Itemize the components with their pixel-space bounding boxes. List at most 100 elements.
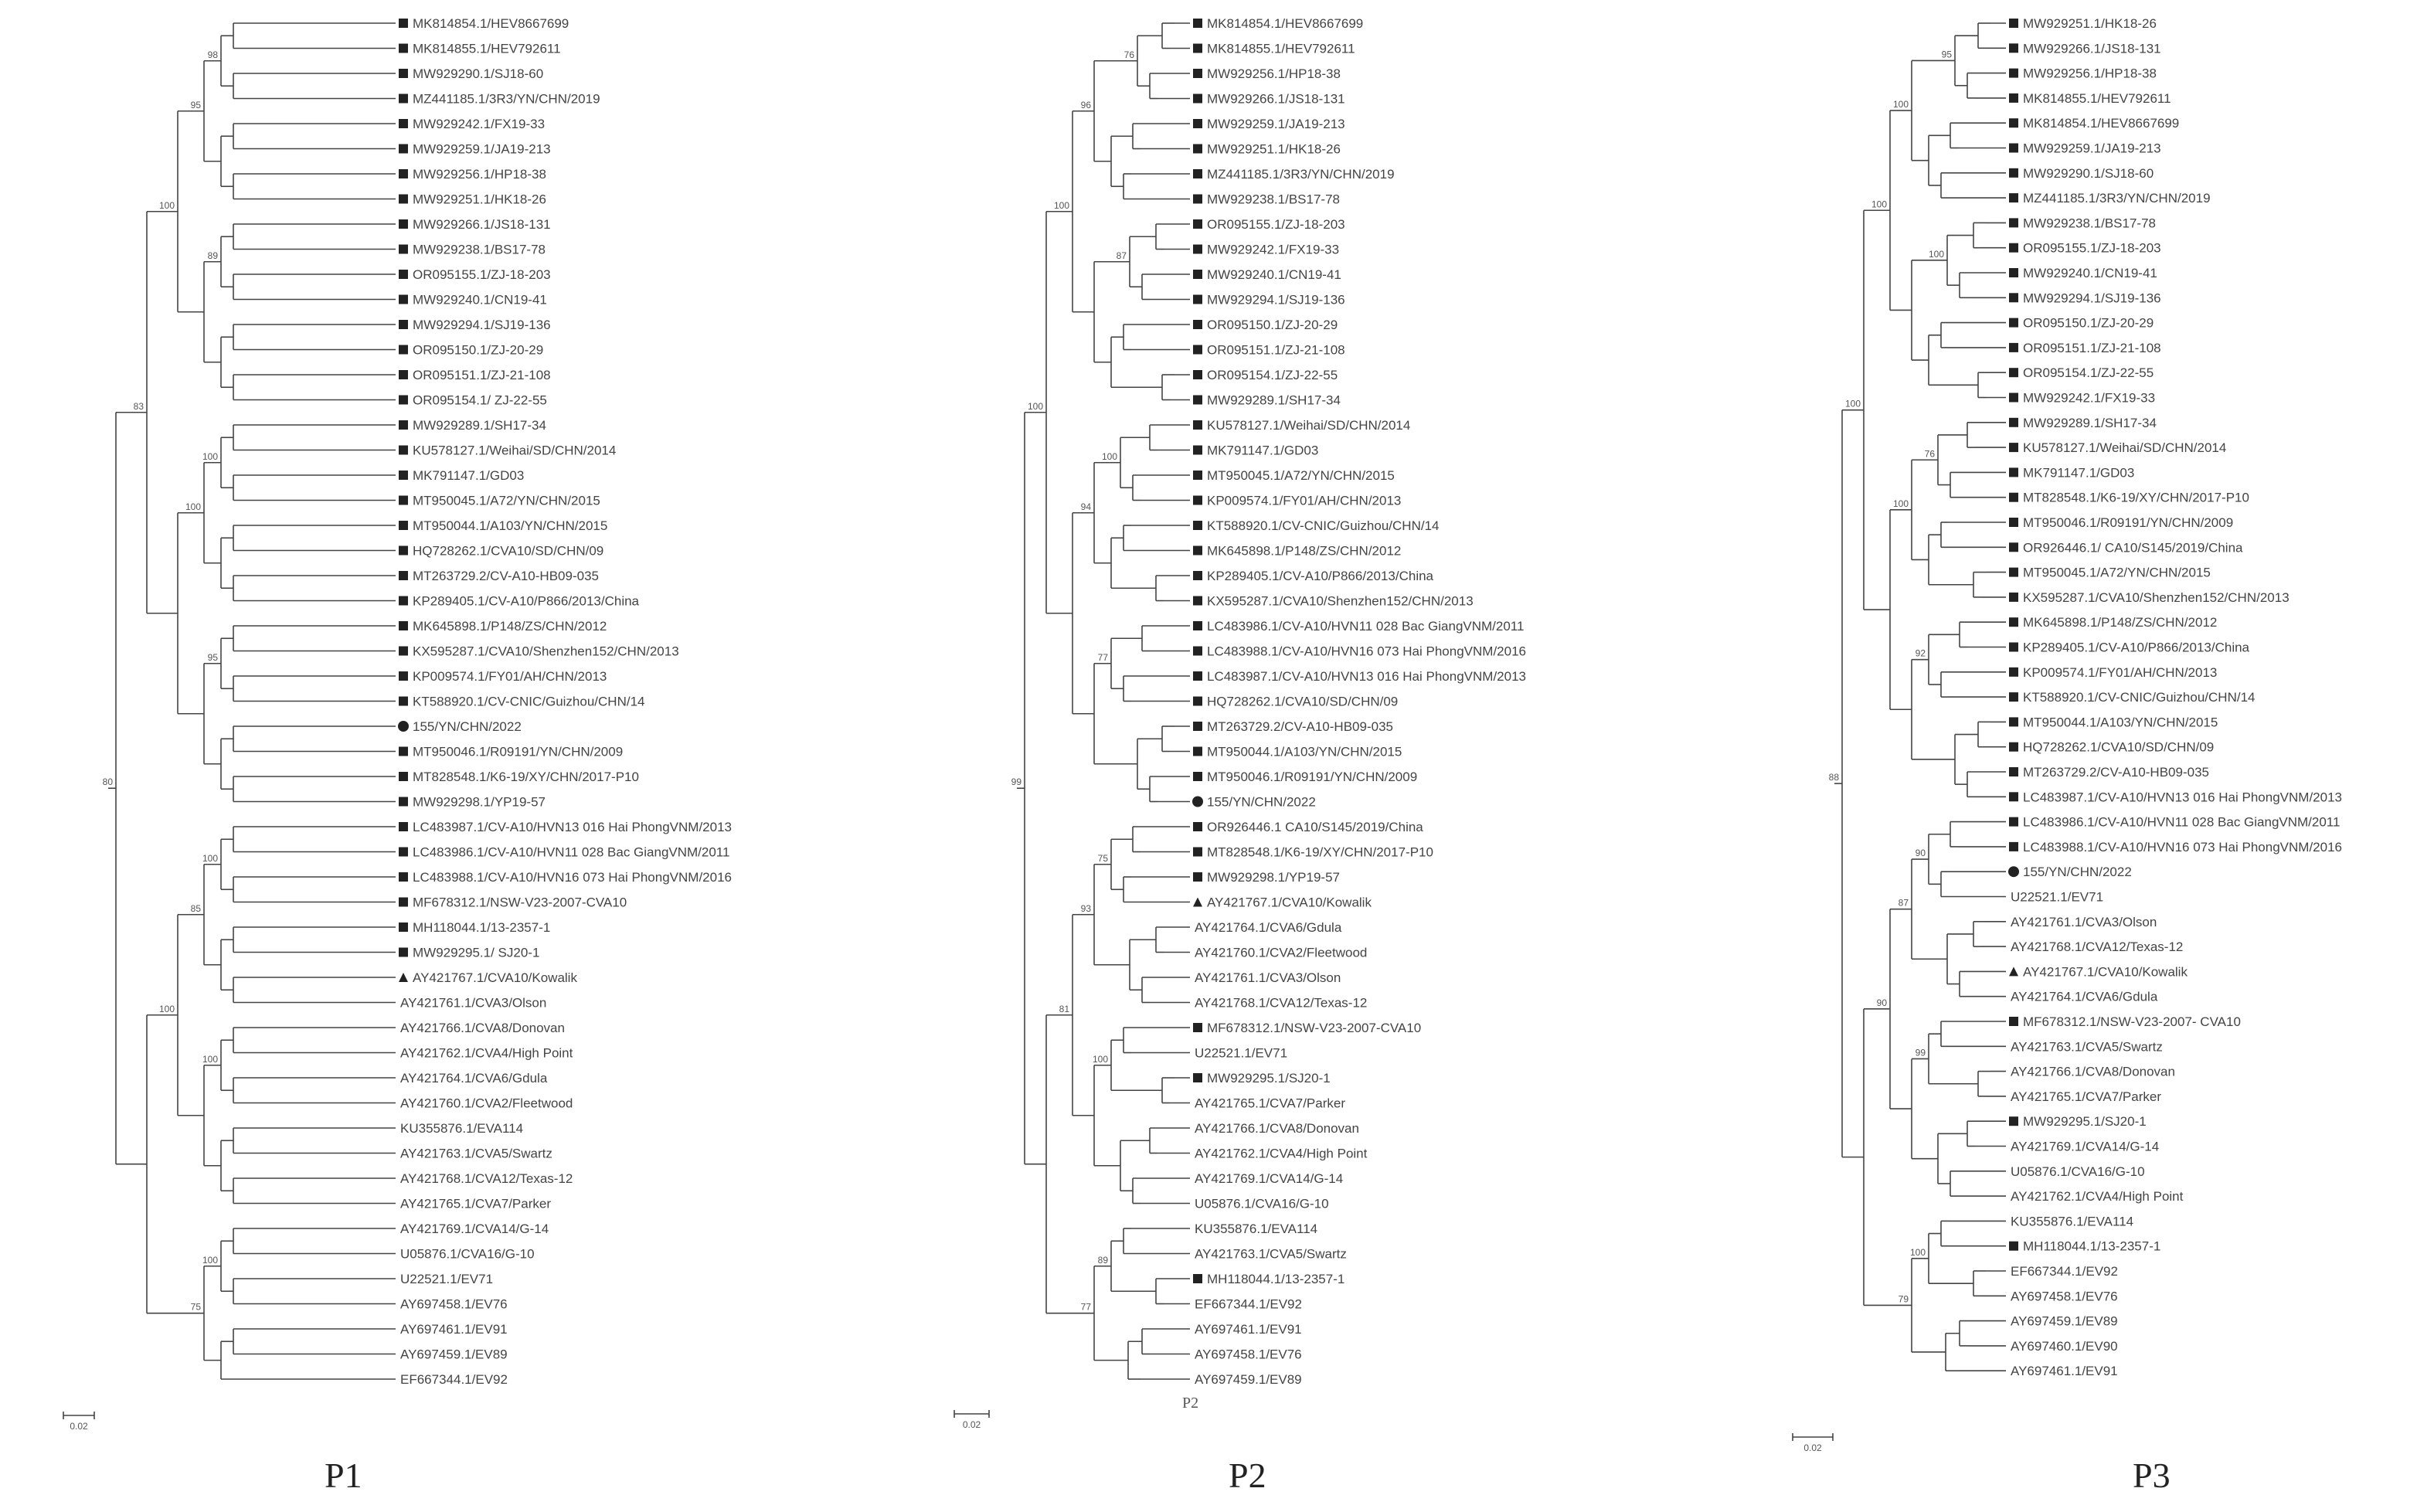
- square-marker: [2009, 742, 2018, 752]
- taxon-label: MF678312.1/NSW-V23-2007- CVA10: [2023, 1014, 2241, 1029]
- square-marker: [2009, 93, 2018, 103]
- taxon-label: MT950045.1/A72/YN/CHN/2015: [1207, 468, 1395, 483]
- taxon-label: OR095155.1/ZJ-18-203: [413, 267, 551, 282]
- taxon-label: LC483987.1/CV-A10/HVN13 016 Hai PhongVNM…: [413, 820, 732, 834]
- square-marker: [399, 471, 408, 480]
- bootstrap-value: 100: [202, 451, 218, 462]
- bootstrap-value: 94: [1081, 501, 1092, 512]
- taxon-label: MK814854.1/HEV8667699: [2023, 116, 2179, 131]
- taxon-label: MW929242.1/FX19-33: [2023, 391, 2155, 406]
- square-marker: [2009, 767, 2018, 776]
- bootstrap-value: 100: [1893, 99, 1909, 110]
- square-marker: [399, 922, 408, 932]
- taxon-label: KT588920.1/CV-CNIC/Guizhou/CHN/14: [413, 695, 644, 709]
- square-marker: [399, 545, 408, 556]
- taxon-label: AY421769.1/CVA14/G-14: [400, 1221, 549, 1236]
- taxon-label: MK791147.1/GD03: [2023, 465, 2134, 480]
- taxon-label: MW929259.1/JA19-213: [2023, 141, 2161, 156]
- square-marker: [1193, 119, 1202, 128]
- square-marker: [2009, 667, 2018, 677]
- square-marker: [1193, 1023, 1202, 1032]
- square-marker: [2009, 19, 2018, 28]
- square-marker: [1193, 320, 1202, 329]
- taxon-label: MW929240.1/CN19-41: [2023, 266, 2157, 280]
- taxon-label: U05876.1/CVA16/G-10: [2011, 1164, 2145, 1179]
- taxon-label: AY421768.1/CVA12/Texas-12: [1195, 996, 1367, 1011]
- taxon-label: MK645898.1/P148/ZS/CHN/2012: [413, 619, 607, 634]
- taxon-label: AY421767.1/CVA10/Kowalik: [2023, 964, 2188, 979]
- square-marker: [399, 244, 408, 254]
- taxon-label: AY697460.1/EV90: [2011, 1339, 2118, 1354]
- panel-label: P1: [325, 1456, 362, 1495]
- square-marker: [399, 495, 408, 505]
- square-marker: [2009, 443, 2018, 453]
- taxon-label: MT263729.2/CV-A10-HB09-035: [413, 569, 599, 583]
- bootstrap-value: 100: [1910, 1247, 1926, 1258]
- taxon-label: AY697459.1/EV89: [1195, 1372, 1302, 1387]
- taxon-label: OR095150.1/ZJ-20-29: [1207, 318, 1338, 332]
- triangle-marker: [1193, 897, 1202, 907]
- square-marker: [1193, 646, 1202, 656]
- bootstrap-value: 98: [208, 49, 219, 60]
- taxon-label: MW929266.1/JS18-131: [413, 217, 551, 232]
- square-marker: [2009, 68, 2018, 78]
- taxon-label: U22521.1/EV71: [2011, 890, 2103, 905]
- square-marker: [399, 219, 408, 229]
- taxon-label: AY697458.1/EV76: [2011, 1289, 2118, 1303]
- scale-bar-label: 0.02: [963, 1419, 981, 1430]
- bootstrap-value: 90: [1877, 997, 1888, 1008]
- taxon-label: MT828548.1/K6-19/XY/CHN/2017-P10: [2023, 491, 2249, 505]
- taxon-label: AY421763.1/CVA5/Swartz: [2011, 1039, 2163, 1054]
- square-marker: [1193, 69, 1202, 78]
- taxon-label: MK814855.1/HEV792611: [1207, 42, 1355, 56]
- taxon-label: MW929238.1/BS17-78: [1207, 192, 1340, 207]
- bootstrap-value: 92: [1916, 648, 1926, 659]
- taxon-label: KX595287.1/CVA10/Shenzhen152/CHN/2013: [2023, 590, 2290, 605]
- taxon-label: MH118044.1/13-2357-1: [413, 920, 550, 935]
- bootstrap-value: 90: [1916, 848, 1926, 858]
- taxon-label: EF667344.1/EV92: [2011, 1264, 2118, 1279]
- square-marker: [1193, 420, 1202, 430]
- bootstrap-value: 100: [1845, 399, 1861, 409]
- square-marker: [2009, 817, 2018, 827]
- taxon-label: AY421762.1/CVA4/High Point: [2011, 1189, 2184, 1204]
- taxon-label: MW929294.1/SJ19-136: [2023, 291, 2161, 305]
- bootstrap-value: 87: [1899, 898, 1909, 909]
- square-marker: [399, 370, 408, 379]
- taxon-label: MW929295.1/ SJ20-1: [413, 946, 539, 960]
- taxon-label: LC483988.1/CV-A10/HVN16 073 Hai PhongVNM…: [413, 870, 732, 885]
- square-marker: [2009, 118, 2018, 128]
- panel-label: P3: [2133, 1456, 2171, 1495]
- square-marker: [1193, 219, 1202, 229]
- square-marker: [2009, 542, 2018, 552]
- bootstrap-value: 85: [191, 903, 202, 914]
- square-marker: [1193, 471, 1202, 480]
- taxon-label: MW929266.1/JS18-131: [2023, 41, 2161, 56]
- square-marker: [399, 345, 408, 355]
- taxon-label: MT950046.1/R09191/YN/CHN/2009: [2023, 515, 2233, 530]
- taxon-label: MW929289.1/SH17-34: [1207, 393, 1341, 408]
- square-marker: [1193, 19, 1202, 28]
- taxon-label: MW929294.1/SJ19-136: [413, 318, 551, 332]
- taxon-label: AY421766.1/CVA8/Donovan: [2011, 1065, 2175, 1079]
- square-marker: [1193, 93, 1202, 104]
- taxon-label: U05876.1/CVA16/G-10: [400, 1247, 535, 1262]
- taxon-label: MW929290.1/SJ18-60: [2023, 166, 2154, 181]
- bootstrap-value: 96: [1081, 100, 1092, 110]
- taxon-label: MW929251.1/HK18-26: [413, 192, 546, 207]
- taxon-label: AY421763.1/CVA5/Swartz: [400, 1147, 552, 1161]
- square-marker: [1193, 671, 1202, 681]
- square-marker: [399, 194, 408, 204]
- square-marker: [2009, 692, 2018, 702]
- taxon-label: KU355876.1/EVA114: [2011, 1214, 2133, 1228]
- square-marker: [2009, 1241, 2018, 1251]
- scale-bar-label: 0.02: [1803, 1442, 1822, 1453]
- taxon-label: AY421765.1/CVA7/Parker: [400, 1197, 551, 1211]
- taxon-label: OR095154.1/ZJ-22-55: [2023, 365, 2154, 380]
- square-marker: [1193, 370, 1202, 379]
- square-marker: [2009, 1116, 2018, 1126]
- tree-panel-p2: 76 87 100 77 75 100 89 96 94 93 77 100 81 100 99 MK8148…: [811, 0, 1623, 1512]
- square-marker: [2009, 592, 2018, 602]
- taxon-label: KP009574.1/FY01/AH/CHN/2013: [1207, 494, 1401, 508]
- taxon-label: OR095155.1/ZJ-18-203: [1207, 217, 1345, 232]
